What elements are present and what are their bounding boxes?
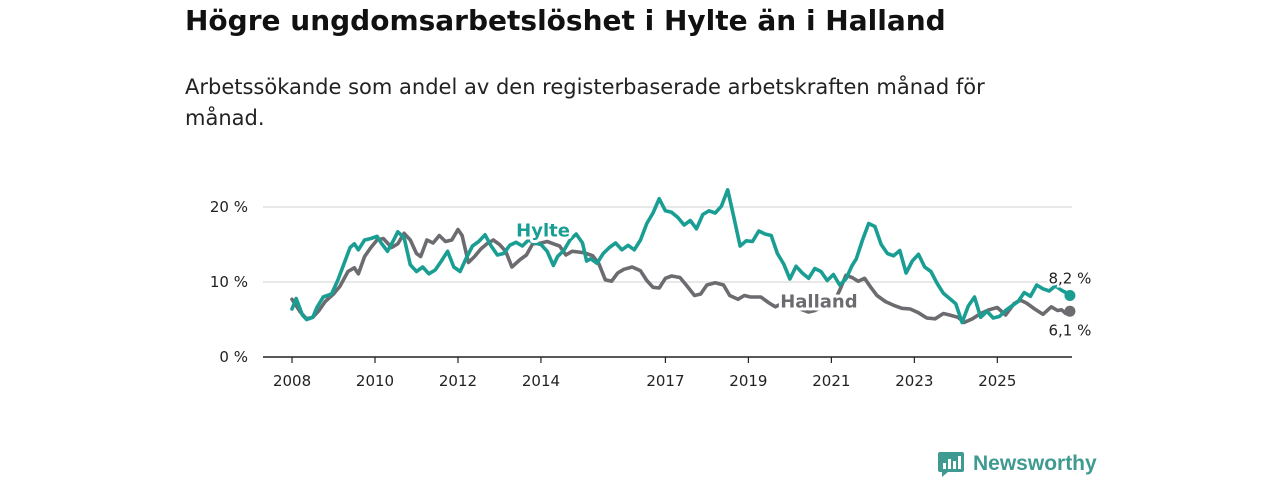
series-label-hylte: Hylte: [516, 220, 570, 241]
x-tick-label: 2014: [522, 372, 560, 390]
bar-chart-speech-bubble-icon: [938, 452, 964, 477]
series-lines: [290, 188, 1076, 325]
x-tick-label: 2017: [646, 372, 684, 390]
y-tick-label: 0 %: [219, 348, 248, 366]
x-tick-label: 2012: [439, 372, 477, 390]
brand-logo: Newsworthy: [937, 449, 1097, 479]
series-line-hylte: [290, 188, 1072, 325]
end-point-halland: [1064, 305, 1076, 317]
line-chart: 0 % 10 % 20 % 2008 2010 2012 2014 2017 2019 2021 2…: [210, 188, 1093, 390]
x-tick-label: 2025: [978, 372, 1016, 390]
end-value-label-hylte: 8,2 %: [1048, 270, 1091, 288]
chart-title: Högre ungdomsarbetslöshet i Hylte än i H…: [185, 4, 946, 37]
x-tick-label: 2019: [729, 372, 767, 390]
axes: 0 % 10 % 20 % 2008 2010 2012 2014 2017 2019 2021 2…: [210, 198, 1072, 390]
x-tick-label: 2010: [356, 372, 394, 390]
end-value-label-halland: 6,1 %: [1048, 321, 1091, 339]
y-tick-label: 10 %: [210, 273, 248, 291]
series-line-halland: [290, 227, 1072, 325]
end-point-hylte: [1064, 290, 1076, 301]
series-labels: Hylte Halland 8,2 % 6,1 %: [513, 217, 1093, 341]
series-label-halland: Halland: [780, 292, 857, 313]
y-tick-label: 20 %: [210, 198, 248, 216]
x-tick-label: 2008: [273, 372, 311, 390]
x-tick-label: 2023: [895, 372, 933, 390]
x-tick-label: 2021: [812, 372, 850, 390]
chart-subtitle: Arbetssökande som andel av den registerb…: [185, 75, 985, 130]
brand-name: Newsworthy: [973, 452, 1097, 475]
